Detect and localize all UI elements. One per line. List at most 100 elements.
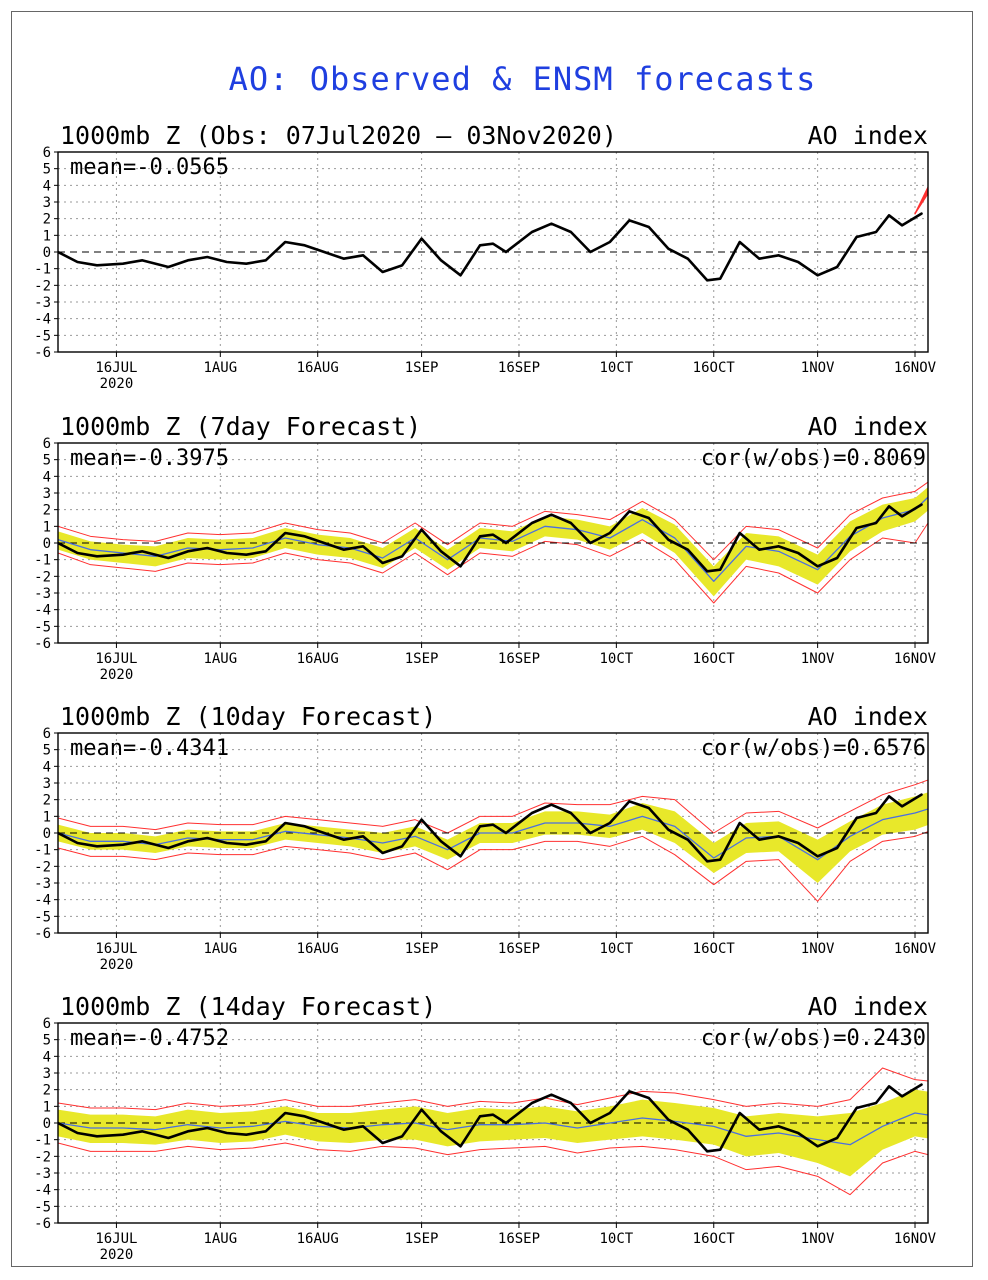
y-tick-label: 4 [43,469,51,485]
x-tick-label: 1SEP [405,360,439,376]
ensemble-member-line [914,189,928,215]
y-tick-label: 2 [43,1083,51,1099]
ensemble-member-line [914,191,928,215]
observed-line [58,793,923,863]
y-tick-label: -1 [34,262,51,278]
x-tick-label: 1AUG [203,941,237,957]
y-tick-label: -5 [34,328,51,344]
panel-title: 1000mb Z (10day Forecast) [60,702,436,731]
correlation-label: cor(w/obs)=0.8069 [701,446,926,471]
figure-frame [11,11,973,1267]
y-tick-label: 0 [43,245,51,261]
spread-band [58,792,928,883]
panel-title: 1000mb Z (7day Forecast) [60,412,421,441]
x-tick-label: 16NOV [894,1231,937,1247]
observed-line [58,212,923,282]
lower-bound-line [58,831,928,902]
x-tick-label: 1SEP [405,941,439,957]
y-tick-label: 6 [43,145,51,161]
y-tick-label: -3 [34,586,51,602]
x-tick-label: 16JUL [95,1231,137,1247]
y-tick-label: -5 [34,909,51,925]
x-tick-label: 10CT [599,1231,633,1247]
panel-index-label: AO index [808,121,928,150]
y-tick-label: -4 [34,1183,51,1199]
y-tick-label: -6 [34,345,51,361]
grid [58,152,928,352]
y-tick-label: -6 [34,1216,51,1232]
x-tick-label: 1AUG [203,651,237,667]
panel-1: 1000mb Z (Obs: 07Jul2020 – 03Nov2020) AO … [34,121,937,392]
panel-index-label: AO index [808,702,928,731]
y-tick-label: 5 [43,162,51,178]
y-tick-label: 4 [43,1049,51,1065]
x-tick-sublabel: 2020 [100,1247,134,1263]
x-tick-label: 16SEP [498,651,540,667]
main-title: AO: Observed & ENSM forecasts [228,60,817,98]
mean-label: mean=-0.0565 [70,155,229,180]
plot-area [58,186,928,282]
plot-area [58,481,928,604]
upper-bound-line [58,1067,928,1111]
x-tick-label: 16SEP [498,941,540,957]
mean-label: mean=-0.4341 [70,736,229,761]
x-tick-sublabel: 2020 [100,667,134,683]
observed-line [58,1083,923,1153]
x-tick-label: 1AUG [203,1231,237,1247]
y-tick-label: 2 [43,503,51,519]
panel-4: 1000mb Z (14day Forecast) AO index6543210… [34,992,937,1263]
grid [58,733,928,933]
panel-2: 1000mb Z (7day Forecast) AO index6543210-… [34,412,937,683]
x-tick-sublabel: 2020 [100,957,134,973]
grid [58,443,928,643]
y-tick-label: 0 [43,536,51,552]
y-tick-label: -5 [34,619,51,635]
y-tick-label: -3 [34,1166,51,1182]
x-tick-label: 1NOV [801,360,835,376]
x-tick-label: 1SEP [405,1231,439,1247]
x-tick-label: 16JUL [95,651,137,667]
y-tick-label: 4 [43,759,51,775]
x-tick-label: 1NOV [801,941,835,957]
x-tick-label: 16OCT [693,651,736,667]
panel-title: 1000mb Z (14day Forecast) [60,992,436,1021]
x-tick-label: 16AUG [297,1231,339,1247]
x-tick-label: 1NOV [801,651,835,667]
x-tick-label: 16NOV [894,651,937,667]
x-tick-label: 10CT [599,651,633,667]
y-tick-label: -6 [34,926,51,942]
forecast-mean-line [58,1112,928,1146]
y-tick-label: -2 [34,859,51,875]
x-tick-label: 16JUL [95,941,137,957]
spread-band [58,487,928,597]
y-tick-label: 6 [43,1016,51,1032]
upper-bound-line [58,779,928,834]
x-tick-label: 16SEP [498,360,540,376]
x-tick-label: 16JUL [95,360,137,376]
correlation-label: cor(w/obs)=0.2430 [701,1026,926,1051]
lower-bound-line [58,1142,928,1196]
y-tick-label: -4 [34,603,51,619]
y-tick-label: -4 [34,312,51,328]
x-tick-label: 16NOV [894,941,937,957]
y-tick-label: -5 [34,1199,51,1215]
x-tick-label: 16NOV [894,360,937,376]
x-tick-label: 16OCT [693,941,736,957]
correlation-label: cor(w/obs)=0.6576 [701,736,926,761]
observed-line [58,503,923,573]
panel-3: 1000mb Z (10day Forecast) AO index6543210… [34,702,937,973]
ensemble-member-line [914,193,928,215]
y-tick-label: -6 [34,636,51,652]
y-tick-label: -1 [34,843,51,859]
y-tick-label: 3 [43,776,51,792]
x-tick-label: 10CT [599,941,633,957]
x-tick-label: 10CT [599,360,633,376]
x-tick-label: 1AUG [203,360,237,376]
y-tick-label: 0 [43,1116,51,1132]
x-tick-label: 16AUG [297,360,339,376]
y-tick-label: 1 [43,228,51,244]
upper-bound-line [58,481,928,561]
plot-area [58,779,928,902]
spread-band [58,1089,928,1177]
y-tick-label: 1 [43,519,51,535]
